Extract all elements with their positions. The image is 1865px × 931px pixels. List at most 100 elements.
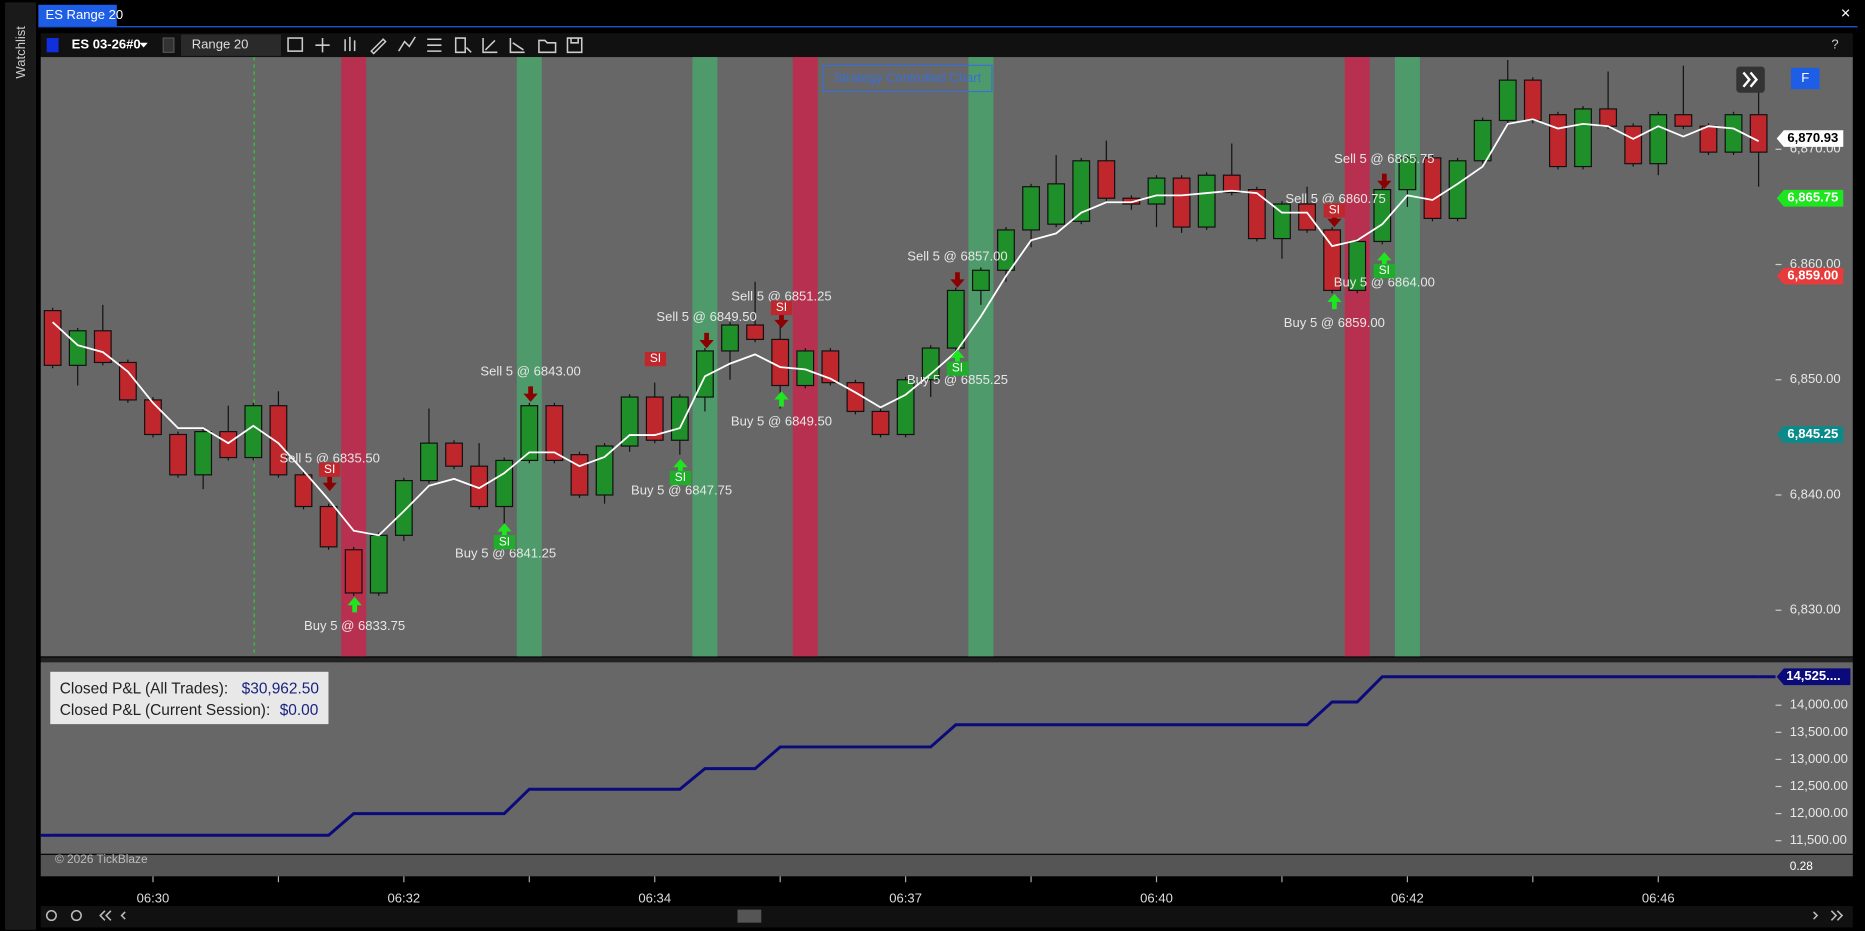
trade-label: Sell 5 @ 6849.50 <box>656 309 756 324</box>
y-tick-label: 6,840.00 <box>1790 486 1841 501</box>
pnl-box <box>50 671 329 725</box>
price-marker-label: 6,845.25 <box>1787 426 1838 441</box>
scroll-thumb[interactable] <box>737 909 762 923</box>
icon[interactable] <box>287 37 304 52</box>
candle-body <box>1674 114 1693 127</box>
scale-value: 0.28 <box>1790 859 1814 873</box>
signal-label: SI <box>952 361 963 375</box>
signal-column <box>968 57 994 657</box>
status-strip <box>40 854 1853 877</box>
interval[interactable]: Range 20 <box>192 37 249 52</box>
f-button[interactable] <box>1790 67 1820 90</box>
icon[interactable] <box>454 37 472 54</box>
x-tick-label: 06:42 <box>1391 890 1424 905</box>
expand-icon[interactable] <box>1742 71 1759 88</box>
signal-badge <box>770 300 793 316</box>
icon[interactable] <box>427 38 442 52</box>
trade-label: Buy 5 @ 6847.75 <box>631 483 732 498</box>
trade-label: Sell 5 @ 6843.00 <box>480 364 580 379</box>
icon[interactable] <box>315 38 330 53</box>
price-panel <box>40 57 1776 657</box>
signal-column <box>1394 57 1420 657</box>
candle-body <box>394 479 413 536</box>
f-button-label[interactable]: F <box>1801 70 1809 85</box>
zoom-out[interactable] <box>45 910 57 922</box>
candle-body <box>1047 183 1066 225</box>
pnl-value: $30,962.50 <box>242 681 319 698</box>
candle-body <box>1749 114 1768 153</box>
pnl-value: $0.00 <box>280 702 319 719</box>
icon[interactable] <box>397 36 416 52</box>
icon[interactable] <box>538 39 557 54</box>
sell-arrow <box>1327 211 1342 228</box>
price-axis <box>1775 57 1853 657</box>
signal-label: SI <box>1379 263 1390 277</box>
candle-body <box>1247 189 1266 240</box>
x-tick-label: 06:46 <box>1642 890 1675 905</box>
scroll-end[interactable] <box>1830 910 1844 921</box>
icon[interactable] <box>370 38 387 55</box>
candle-body <box>294 474 313 508</box>
dropdown-arrow[interactable] <box>139 42 148 48</box>
signal-label: SI <box>776 300 787 314</box>
candle-body <box>971 269 990 292</box>
candle-body <box>871 410 890 436</box>
candle-body <box>144 399 162 436</box>
y-tick-label: 6,830.00 <box>1790 602 1841 617</box>
icon[interactable] <box>482 38 498 54</box>
scroll-start[interactable] <box>99 910 112 921</box>
candle-body <box>896 379 915 436</box>
buy-arrow <box>673 458 688 475</box>
buy-arrow <box>497 523 512 539</box>
candle-body <box>43 310 62 366</box>
candle-body <box>1523 79 1542 122</box>
y-tick-label: 14,000.00 <box>1790 697 1848 712</box>
y-tick-label: 12,500.00 <box>1790 778 1848 793</box>
pnl-panel <box>40 662 1776 854</box>
scroll-left[interactable] <box>120 911 126 920</box>
close-button[interactable]: × <box>1841 4 1851 23</box>
help-button[interactable]: ? <box>1831 37 1838 52</box>
candle-body <box>946 289 965 349</box>
candle-body <box>821 350 840 384</box>
icon[interactable] <box>344 36 356 52</box>
buy-arrow <box>347 596 362 613</box>
candle-body <box>495 459 514 508</box>
y-tick-label: 11,500.00 <box>1790 832 1847 847</box>
price-marker-label: 6,859.00 <box>1787 267 1838 282</box>
candle-body <box>1147 177 1166 205</box>
toolbar-icons[interactable] <box>287 36 583 55</box>
x-tick-label: 06:37 <box>889 890 922 905</box>
trade-label: Buy 5 @ 6859.00 <box>1284 315 1385 330</box>
trade-label: Sell 5 @ 6860.75 <box>1285 191 1385 206</box>
scroll-right[interactable] <box>1813 911 1819 920</box>
icon[interactable] <box>509 38 525 54</box>
candle-body <box>1197 174 1216 228</box>
icon[interactable] <box>566 37 583 54</box>
nav-icons[interactable] <box>45 910 1844 922</box>
candle-body <box>921 347 940 381</box>
candle-body <box>645 396 664 441</box>
moving-average <box>52 118 1760 537</box>
signal-badge <box>1373 263 1396 279</box>
trade-label: Sell 5 @ 6857.00 <box>907 248 1007 263</box>
price-marker-label: 6,865.75 <box>1787 190 1838 205</box>
trade-label: Sell 5 @ 6835.50 <box>279 450 379 465</box>
window-tab[interactable] <box>38 4 117 27</box>
candle-body <box>1022 186 1040 231</box>
pnl-label: Closed P&L (Current Session): <box>60 702 271 719</box>
candle-body <box>1072 160 1091 222</box>
x-tick-label: 06:34 <box>638 890 671 905</box>
color-swatch[interactable] <box>46 38 59 53</box>
signal-label: SI <box>650 351 661 365</box>
sidebar-label[interactable]: Watchlist <box>13 26 28 79</box>
candle-body <box>470 465 489 508</box>
pnl-axis <box>1775 662 1853 854</box>
candle-body <box>1448 160 1467 220</box>
equity-line <box>52 675 1759 837</box>
instrument-selector[interactable]: ES 03-26#0 <box>72 37 141 52</box>
interval-box[interactable] <box>181 34 281 56</box>
color-swatch[interactable] <box>162 37 175 53</box>
zoom-in[interactable] <box>70 910 82 922</box>
